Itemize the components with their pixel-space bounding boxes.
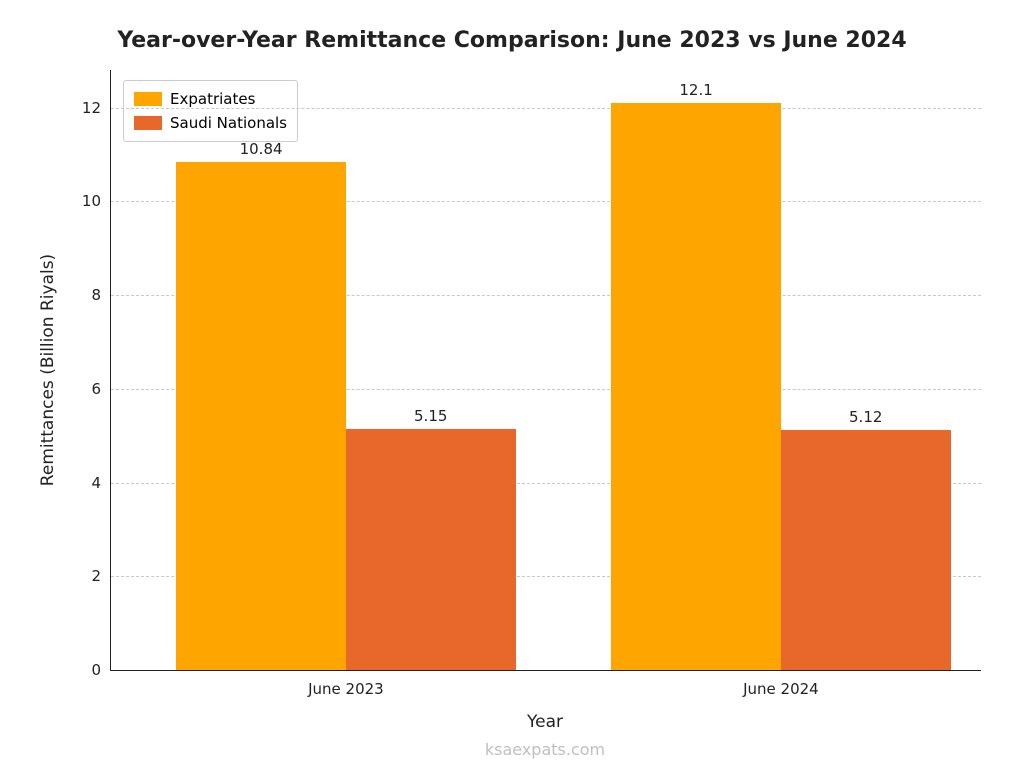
- bar-value-label: 12.1: [679, 81, 712, 99]
- legend-swatch: [134, 92, 162, 106]
- bar: [176, 162, 346, 670]
- x-tick-label: June 2024: [743, 670, 819, 698]
- bar-value-label: 5.12: [849, 408, 882, 426]
- y-tick-label: 8: [91, 286, 111, 304]
- y-tick-label: 12: [82, 99, 111, 117]
- bar: [781, 430, 951, 670]
- x-axis-label: Year: [527, 712, 563, 732]
- y-tick-label: 6: [91, 380, 111, 398]
- legend-swatch: [134, 116, 162, 130]
- chart-container: Year-over-Year Remittance Comparison: Ju…: [0, 0, 1024, 768]
- y-tick-label: 4: [91, 474, 111, 492]
- grid-line: [111, 108, 981, 109]
- y-tick-label: 0: [91, 661, 111, 679]
- y-axis-label: Remittances (Billion Riyals): [38, 254, 58, 486]
- bar: [611, 103, 781, 670]
- chart-title: Year-over-Year Remittance Comparison: Ju…: [0, 28, 1024, 53]
- legend-item: Saudi Nationals: [134, 111, 287, 135]
- x-tick-label: June 2023: [308, 670, 384, 698]
- legend: ExpatriatesSaudi Nationals: [123, 80, 298, 142]
- legend-label: Saudi Nationals: [170, 111, 287, 135]
- y-tick-label: 2: [91, 567, 111, 585]
- plot-area: ExpatriatesSaudi Nationals 024681012June…: [110, 70, 981, 671]
- bar: [346, 429, 516, 670]
- y-tick-label: 10: [82, 192, 111, 210]
- bar-value-label: 5.15: [414, 407, 447, 425]
- watermark-text: ksaexpats.com: [485, 740, 605, 759]
- bar-value-label: 10.84: [240, 140, 283, 158]
